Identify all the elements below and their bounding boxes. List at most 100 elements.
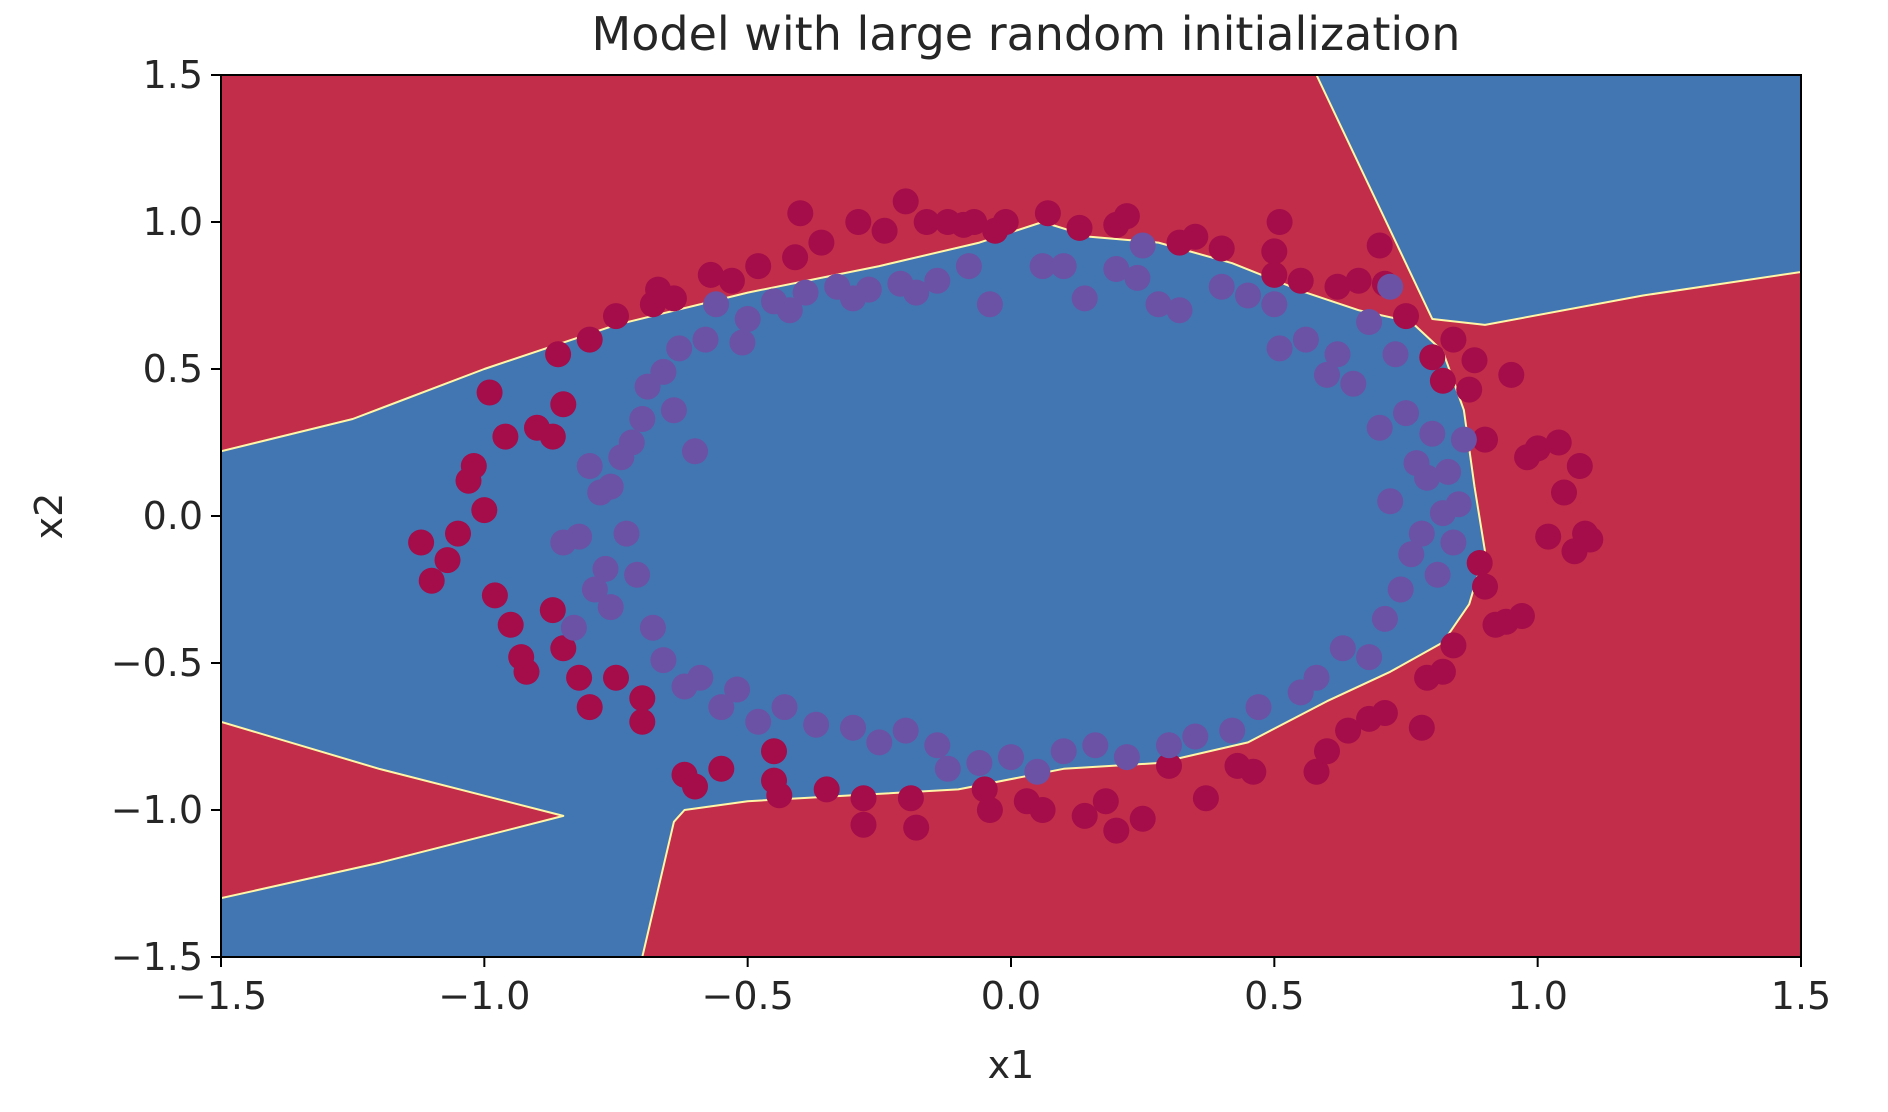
data-point-class-1	[1314, 361, 1340, 388]
data-point-class-1	[1166, 297, 1193, 324]
data-point-class-1	[892, 717, 919, 744]
data-point-class-0	[1429, 367, 1456, 394]
data-point-class-0	[550, 635, 577, 662]
data-point-class-1	[1329, 635, 1356, 662]
data-point-class-1	[1235, 282, 1261, 309]
data-point-class-0	[408, 529, 435, 556]
data-point-class-1	[560, 614, 587, 641]
data-point-class-1	[1450, 426, 1477, 453]
data-point-class-0	[1466, 550, 1493, 576]
x-tick-label: 0.5	[1244, 974, 1304, 1018]
data-point-class-0	[603, 303, 629, 330]
data-point-class-0	[497, 611, 524, 638]
data-point-class-1	[618, 429, 645, 456]
data-point-class-0	[1129, 805, 1156, 832]
data-point-class-0	[1472, 573, 1498, 600]
data-point-class-1	[692, 326, 719, 353]
data-point-class-1	[1366, 414, 1393, 441]
data-point-class-1	[840, 714, 866, 741]
x-tick-label: 1.0	[1507, 974, 1567, 1018]
data-point-class-1	[792, 279, 819, 306]
data-point-class-0	[697, 261, 724, 288]
data-point-class-1	[592, 555, 619, 582]
data-point-class-0	[1192, 785, 1219, 812]
data-point-class-1	[803, 711, 830, 738]
data-point-class-0	[1551, 479, 1577, 506]
data-point-class-0	[460, 453, 487, 479]
data-point-class-1	[924, 267, 951, 294]
data-point-class-1	[613, 520, 640, 547]
data-point-class-0	[1371, 700, 1398, 726]
data-point-class-1	[1145, 291, 1172, 318]
data-point-class-0	[903, 814, 930, 841]
y-tick-label: −0.5	[111, 641, 203, 685]
data-point-class-1	[1245, 694, 1272, 721]
data-point-class-0	[850, 811, 877, 838]
data-point-class-1	[966, 750, 993, 776]
data-point-class-1	[1382, 341, 1409, 368]
data-point-class-1	[1393, 400, 1419, 427]
data-points	[408, 188, 1604, 844]
data-point-class-0	[476, 379, 503, 406]
data-point-class-0	[1508, 603, 1535, 629]
data-point-class-0	[1366, 232, 1393, 259]
data-point-class-0	[1429, 658, 1456, 685]
data-point-class-0	[629, 685, 656, 712]
y-tick-label: 1.0	[143, 200, 203, 244]
data-point-class-0	[1393, 303, 1419, 330]
data-point-class-0	[492, 423, 519, 450]
x-tick-label: 0.0	[981, 974, 1041, 1018]
data-point-class-1	[745, 708, 772, 735]
data-point-class-0	[1287, 267, 1314, 294]
data-point-class-0	[629, 708, 656, 735]
data-point-class-1	[1024, 758, 1051, 785]
data-point-class-0	[971, 776, 998, 803]
data-point-class-0	[1498, 361, 1525, 388]
data-point-class-0	[1535, 523, 1562, 550]
data-point-class-0	[1029, 797, 1056, 823]
data-point-class-1	[1050, 738, 1077, 765]
data-point-class-0	[1408, 714, 1435, 741]
data-point-class-0	[1577, 526, 1604, 553]
data-point-class-1	[1419, 420, 1446, 447]
data-point-class-0	[1066, 214, 1093, 241]
data-point-class-1	[576, 453, 603, 479]
y-tick-label: 0.0	[143, 494, 203, 538]
data-point-class-0	[1545, 429, 1572, 456]
data-point-class-1	[1219, 717, 1246, 744]
data-point-class-0	[539, 597, 566, 624]
chart-title: Model with large random initialization	[592, 7, 1461, 61]
data-point-class-1	[776, 297, 803, 324]
data-point-class-1	[1129, 232, 1156, 259]
data-point-class-0	[813, 776, 840, 803]
data-point-class-0	[576, 326, 603, 353]
data-point-class-0	[1419, 344, 1446, 371]
data-point-class-0	[961, 209, 988, 235]
data-point-class-1	[597, 594, 624, 621]
data-point-class-0	[418, 567, 445, 594]
data-point-class-0	[766, 782, 793, 809]
data-point-class-1	[1356, 644, 1383, 671]
data-point-class-1	[934, 755, 961, 782]
data-point-class-0	[1092, 788, 1119, 815]
data-point-class-1	[1371, 605, 1398, 632]
data-point-class-1	[566, 523, 593, 550]
data-point-class-1	[734, 306, 761, 332]
data-point-class-0	[445, 520, 471, 547]
data-point-class-0	[660, 285, 687, 312]
data-point-class-1	[729, 329, 756, 356]
data-point-class-0	[1456, 376, 1483, 403]
data-point-class-1	[666, 335, 693, 362]
data-point-class-0	[782, 244, 809, 271]
data-point-class-1	[624, 561, 651, 588]
data-point-class-0	[471, 497, 498, 524]
data-point-class-1	[976, 291, 1003, 318]
data-point-class-0	[718, 267, 745, 294]
data-point-class-0	[1156, 752, 1182, 779]
data-point-class-1	[1424, 561, 1451, 588]
data-point-class-1	[1292, 326, 1319, 353]
data-point-class-0	[1345, 267, 1372, 294]
y-tick-label: 1.5	[143, 53, 203, 97]
data-point-class-1	[1113, 744, 1140, 771]
